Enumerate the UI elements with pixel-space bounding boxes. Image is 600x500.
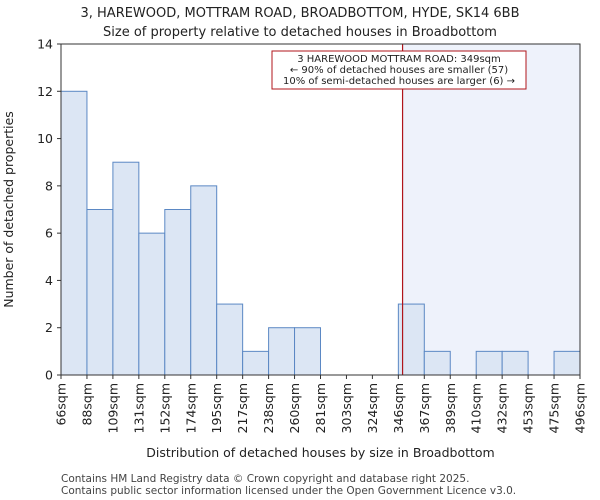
bar-131sqm [138, 232, 166, 376]
annotation-box [271, 50, 527, 90]
annotation-line-3: 10% of semi-detached houses are larger (… [283, 76, 515, 87]
x-tick-label: 217sqm [235, 383, 250, 433]
bar-238sqm [268, 327, 296, 376]
x-tick-label: 195sqm [209, 383, 224, 433]
y-axis-ticks: 0 2 4 6 8 10 12 14 [37, 37, 61, 383]
y-tick-label: 14 [37, 37, 53, 52]
y-tick-label: 8 [45, 178, 53, 193]
y-axis-label: Number of detached properties [1, 111, 16, 308]
x-tick-label: 324sqm [365, 383, 380, 433]
bar-410sqm [475, 350, 503, 376]
bar-195sqm [216, 303, 244, 376]
x-tick-label: 260sqm [287, 383, 302, 433]
marker-annotation: 3 HAREWOOD MOTTRAM ROAD: 349sqm ← 90% of… [271, 50, 527, 90]
bar-217sqm [242, 350, 270, 376]
bar-152sqm [164, 209, 192, 376]
annotation-line-1: 3 HAREWOOD MOTTRAM ROAD: 349sqm [297, 54, 501, 65]
footer-copyright: Contains HM Land Registry data © Crown c… [61, 473, 470, 485]
chart-title: 3, HAREWOOD, MOTTRAM ROAD, BROADBOTTOM, … [80, 6, 520, 21]
bars-group [60, 90, 581, 376]
bar-88sqm [86, 209, 114, 376]
bar-66sqm [60, 90, 88, 376]
x-tick-label: 303sqm [339, 383, 354, 433]
y-tick-label: 10 [37, 131, 53, 146]
y-tick-label: 0 [45, 368, 53, 383]
x-tick-label: 131sqm [131, 383, 146, 433]
x-tick-label: 238sqm [261, 383, 276, 433]
chart-subtitle: Size of property relative to detached ho… [103, 25, 497, 40]
bar-475sqm [553, 350, 581, 376]
footer-licence: Contains public sector information licen… [61, 485, 517, 497]
y-tick-label: 4 [45, 273, 53, 288]
x-tick-label: 152sqm [157, 383, 172, 433]
x-axis-label: Distribution of detached houses by size … [146, 445, 494, 460]
x-axis-ticks: 66sqm 88sqm 109sqm 131sqm 152sqm 174sqm 195sqm… [54, 375, 588, 433]
annotation-line-2: ← 90% of detached houses are smaller (57… [290, 65, 508, 76]
bar-109sqm [112, 161, 140, 376]
highlight-region [402, 44, 580, 375]
x-tick-label: 66sqm [54, 383, 69, 426]
x-tick-label: 346sqm [391, 383, 406, 433]
x-tick-label: 109sqm [105, 383, 120, 433]
x-tick-label: 367sqm [417, 383, 432, 433]
x-tick-label: 475sqm [547, 383, 562, 433]
histogram-chart: 0 2 4 6 8 10 12 14 66sqm 88sqm 109sqm 131sqm 152sqm… [1, 37, 588, 461]
bar-367sqm [423, 350, 451, 376]
x-tick-label: 88sqm [79, 383, 94, 426]
y-tick-label: 6 [45, 226, 53, 241]
bar-174sqm [190, 185, 218, 376]
x-tick-label: 281sqm [313, 383, 328, 433]
x-tick-label: 453sqm [521, 383, 536, 433]
y-tick-label: 2 [45, 320, 53, 335]
bar-432sqm [501, 350, 529, 376]
x-tick-label: 496sqm [573, 383, 588, 433]
x-tick-label: 389sqm [443, 383, 458, 433]
x-tick-label: 432sqm [495, 383, 510, 433]
x-tick-label: 174sqm [183, 383, 198, 433]
x-tick-label: 410sqm [469, 383, 484, 433]
bar-260sqm [294, 327, 321, 376]
y-tick-label: 12 [37, 84, 53, 99]
